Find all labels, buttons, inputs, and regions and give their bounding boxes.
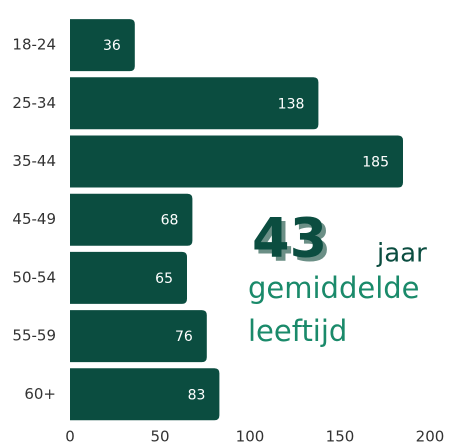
value-label: 83 xyxy=(188,387,206,403)
y-tick-label: 45-49 xyxy=(12,210,56,228)
y-tick-label: 25-34 xyxy=(12,94,56,112)
value-label: 185 xyxy=(362,155,389,171)
y-tick-label: 50-54 xyxy=(12,268,56,286)
x-tick-label: 150 xyxy=(326,428,355,446)
bar xyxy=(70,251,187,304)
y-tick-label: 60+ xyxy=(24,385,56,403)
value-label: 65 xyxy=(155,271,173,287)
annotation-line1: gemiddelde xyxy=(248,271,420,305)
bar xyxy=(70,19,135,72)
bar xyxy=(70,368,220,421)
y-tick-label: 35-44 xyxy=(12,152,56,170)
annotation-unit: jaar xyxy=(376,239,427,269)
annotation-number: 43 xyxy=(252,207,327,270)
annotation-line2: leeftijd xyxy=(248,314,347,348)
x-tick-label: 50 xyxy=(150,428,169,446)
annotation-number-shadow: 43 xyxy=(256,211,331,274)
value-label: 68 xyxy=(161,213,179,229)
bar xyxy=(70,310,207,363)
y-tick-label: 55-59 xyxy=(12,327,56,345)
x-tick-label: 100 xyxy=(236,428,265,446)
bar xyxy=(70,77,319,130)
y-tick-label: 18-24 xyxy=(12,36,56,54)
bar xyxy=(70,193,193,246)
value-label: 76 xyxy=(175,329,193,345)
x-tick-label: 200 xyxy=(416,428,445,446)
x-tick-label: 0 xyxy=(65,428,75,446)
bar xyxy=(70,135,403,188)
value-label: 138 xyxy=(278,96,305,112)
value-label: 36 xyxy=(103,38,121,54)
